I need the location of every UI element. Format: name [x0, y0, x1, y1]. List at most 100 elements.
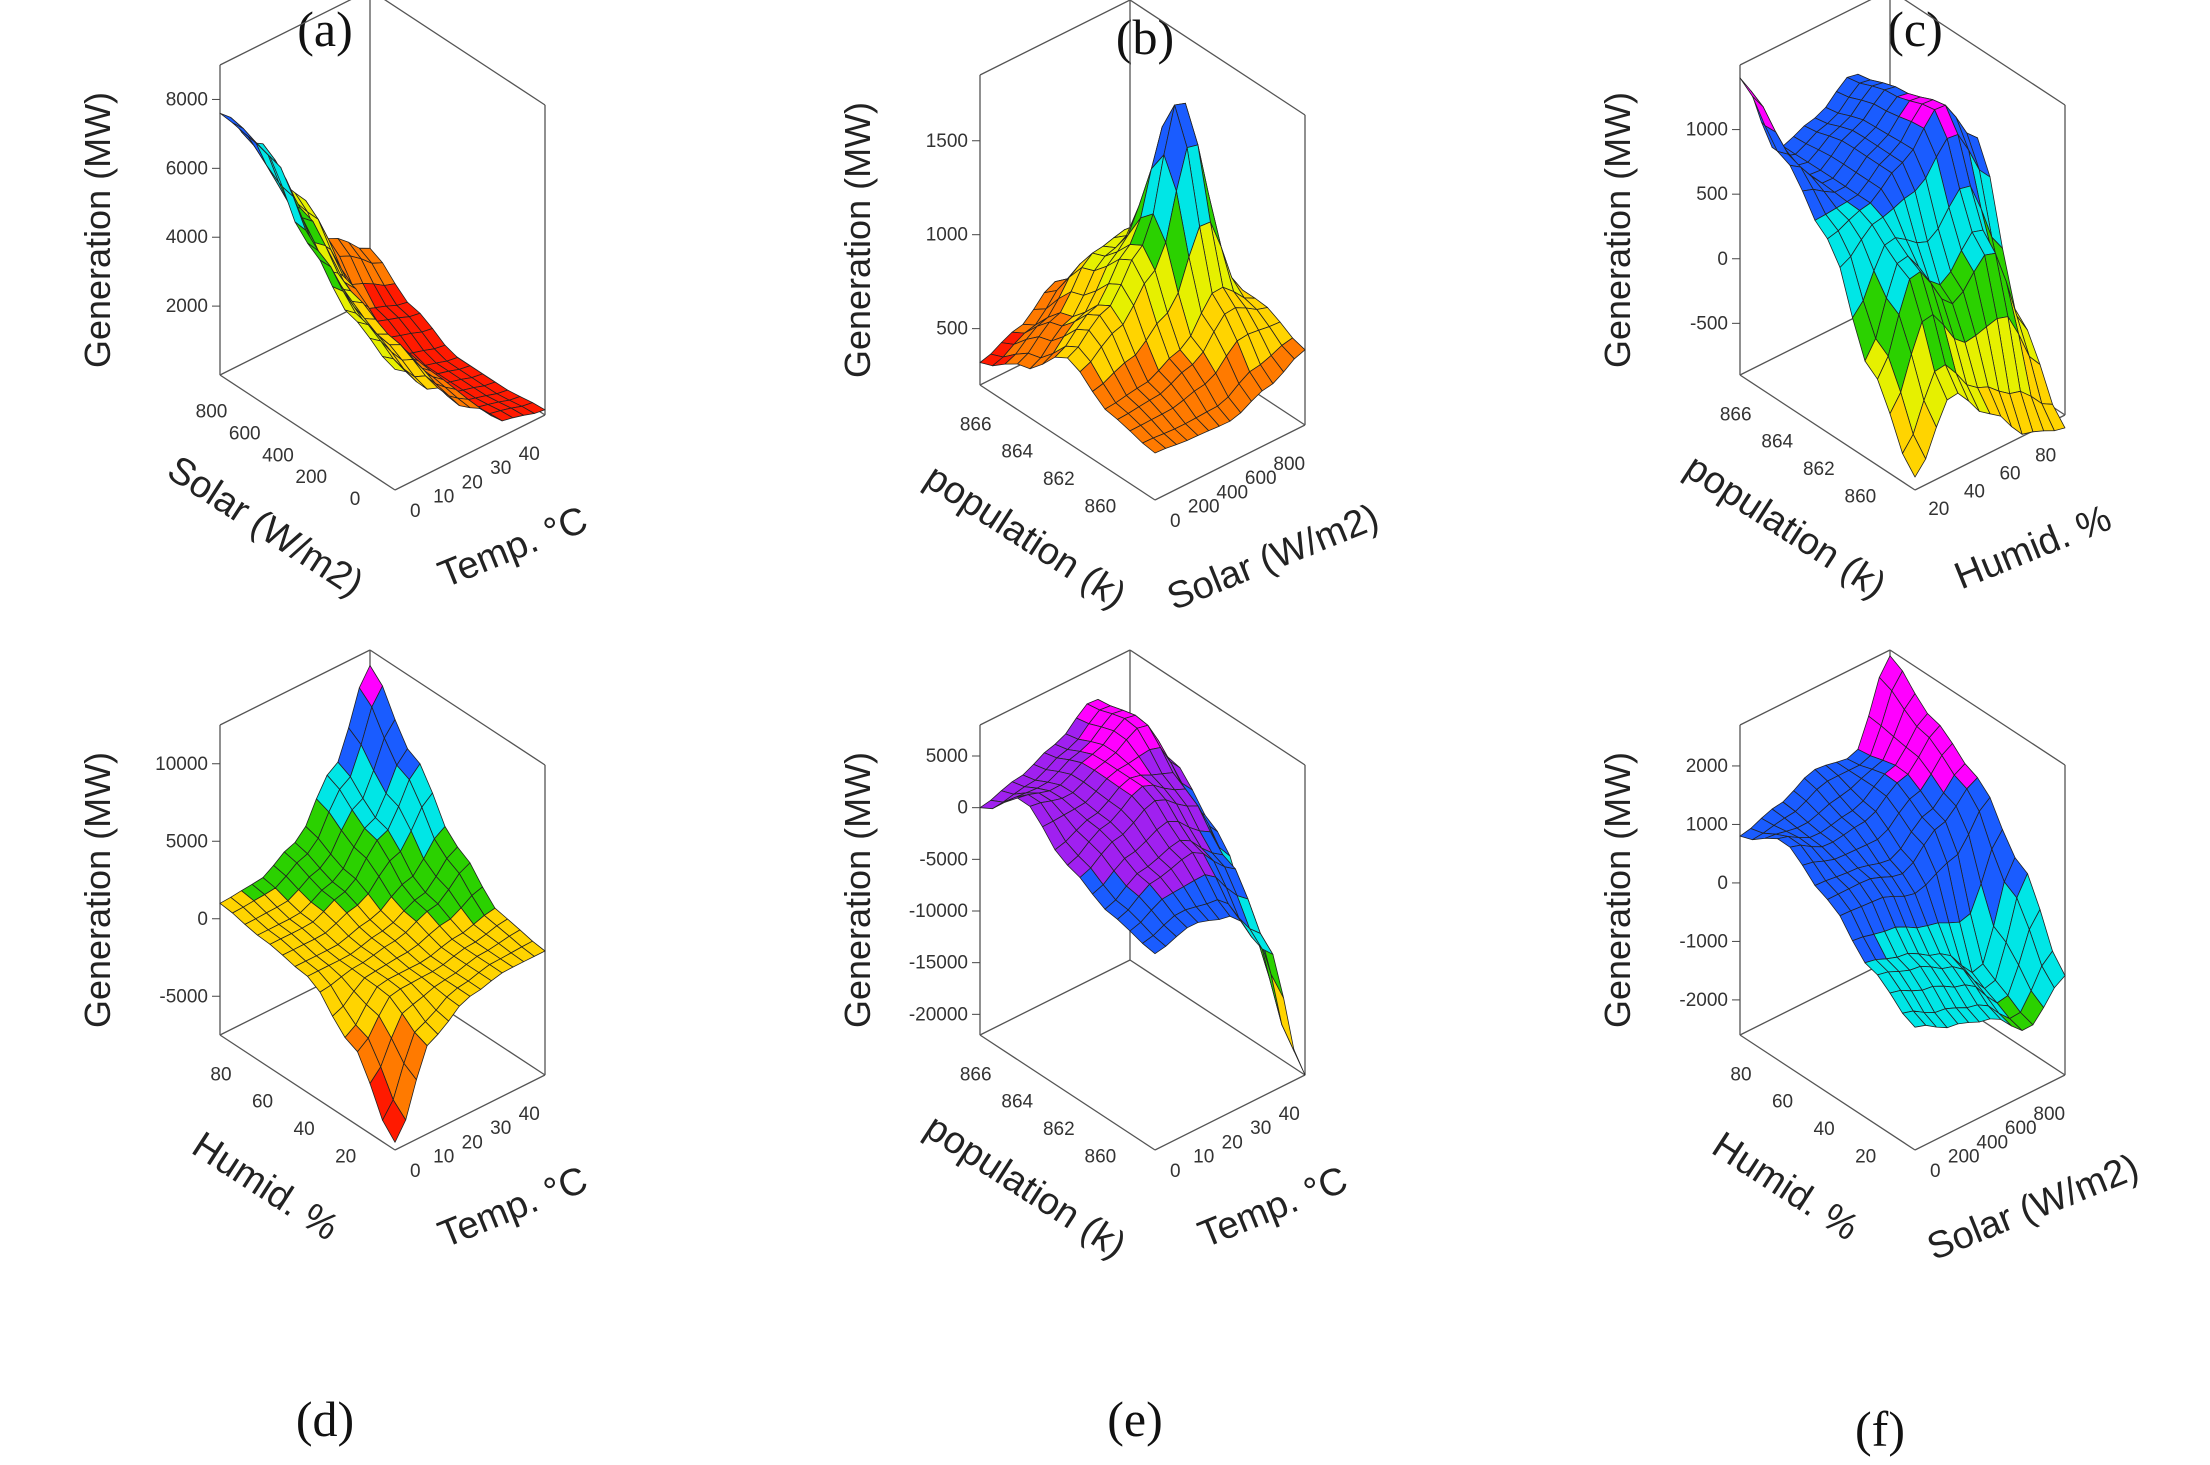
z-tick-label: -5000	[919, 849, 968, 870]
surface-cell	[1902, 1010, 1927, 1028]
floor-edge-y	[1739, 374, 1916, 491]
x-tick-label: 20	[1928, 499, 1949, 520]
y-tick-label: 860	[1845, 486, 1877, 507]
box-top-x	[384, 0, 546, 106]
x-tick-label: 30	[490, 458, 511, 479]
x-tick-label: 800	[1273, 454, 1305, 475]
panel-label-d: (d)	[295, 1391, 355, 1447]
y-axis-title: population (k)	[917, 456, 1133, 617]
x-tick-label: 400	[1216, 482, 1248, 503]
y-tick-label: 0	[350, 489, 361, 510]
x-axis-title: Humid. %	[1949, 497, 2117, 598]
x-tick-label: 600	[2005, 1118, 2037, 1139]
y-axis-title: population (k)	[917, 1106, 1133, 1267]
y-tick-label: 80	[1730, 1064, 1751, 1085]
plot-area: -500 0 500 1000 20 40 60 80 860 862 864 866 Humid. %…	[1597, 0, 2117, 607]
y-tick-label: 862	[1803, 459, 1835, 480]
z-tick-label: 8000	[166, 89, 208, 110]
x-tick-label: 0	[410, 1161, 421, 1182]
z-axis-title: Generation (MW)	[1597, 752, 1638, 1028]
surface-cell	[382, 1099, 407, 1143]
surface-cell	[382, 356, 407, 373]
y-tick-label: 60	[1772, 1092, 1793, 1113]
z-tick-label: 5000	[166, 831, 208, 852]
floor-edge-y	[219, 374, 396, 491]
x-tick-label: 400	[1976, 1132, 2008, 1153]
y-axis-title: Humid. %	[185, 1124, 346, 1249]
x-tick-label: 20	[1222, 1132, 1243, 1153]
x-tick-label: 200	[1948, 1147, 1980, 1168]
x-axis-title: Temp. °C	[432, 1159, 593, 1257]
surface-cell	[1142, 437, 1167, 454]
x-axis-title: Temp. °C	[432, 499, 593, 597]
x-tick-label: 600	[1245, 468, 1277, 489]
x-tick-label: 30	[490, 1118, 511, 1139]
x-tick-label: 40	[1964, 481, 1985, 502]
z-tick-label: -2000	[1679, 990, 1728, 1011]
x-tick-label: 0	[1930, 1161, 1941, 1182]
surface-cell	[1739, 77, 1764, 108]
z-tick-label: 0	[957, 798, 968, 819]
z-tick-label: 1000	[926, 225, 968, 246]
x-tick-label: 10	[1193, 1147, 1214, 1168]
x-axis-title: Temp. °C	[1192, 1159, 1353, 1257]
surface-cell	[1764, 125, 1789, 155]
plot-area: 20004000600080000102030400200400600800Te…	[77, 0, 594, 605]
z-tick-label: 0	[1717, 249, 1728, 270]
floor-edge-x	[1154, 1074, 1306, 1151]
y-tick-label: 20	[1855, 1146, 1876, 1167]
y-tick-label: 864	[1001, 1092, 1033, 1113]
y-tick-label: 40	[1814, 1119, 1835, 1140]
z-tick-label: -15000	[909, 953, 968, 974]
box-top-y	[1739, 0, 1872, 66]
x-tick-label: 40	[1279, 1104, 1300, 1125]
surface-cell	[1270, 973, 1295, 1053]
box-top-x	[1904, 0, 2066, 106]
y-axis-title: Humid. %	[1705, 1124, 1866, 1249]
x-tick-label: 0	[1170, 1161, 1181, 1182]
y-tick-label: 200	[295, 467, 327, 488]
plot-area: -5000 0 5000 10000 0 10 20 30 40 20 40 60 80 Temp. °C…	[77, 649, 594, 1257]
box-top-y	[1739, 649, 1891, 726]
y-tick-label: 864	[1761, 432, 1793, 453]
z-axis-title: Generation (MW)	[77, 92, 118, 368]
z-tick-label: -20000	[909, 1004, 968, 1025]
z-tick-label: 0	[197, 909, 208, 930]
surface-cell	[1902, 433, 1927, 478]
floor-edge-x	[1154, 424, 1306, 501]
y-tick-label: 866	[1720, 404, 1752, 425]
box-top-y	[979, 0, 1131, 76]
y-axis-title: Solar (W/m2)	[160, 448, 371, 605]
z-tick-label: 5000	[926, 746, 968, 767]
surface-cell	[1142, 935, 1167, 955]
box-top-x	[1129, 0, 1306, 116]
box-top-y	[979, 649, 1131, 726]
z-tick-label: -10000	[909, 901, 968, 922]
z-axis-title: Generation (MW)	[1597, 92, 1638, 368]
x-tick-label: 40	[519, 1104, 540, 1125]
box-top-x	[369, 649, 546, 766]
floor-edge-x	[1914, 1074, 2066, 1151]
z-tick-label: 500	[1696, 184, 1728, 205]
y-tick-label: 866	[960, 414, 992, 435]
surface-cell	[219, 112, 244, 129]
plot-area: 500100015000200400600800860862864866Sola…	[837, 0, 1385, 619]
panel-label-f: (f)	[1855, 1401, 1905, 1457]
z-tick-label: 2000	[166, 296, 208, 317]
box-top-y	[219, 0, 352, 66]
z-tick-label: 4000	[166, 227, 208, 248]
box-top-x	[1889, 649, 2066, 766]
y-tick-label: 40	[294, 1119, 315, 1140]
y-tick-label: 862	[1043, 1119, 1075, 1140]
y-tick-label: 860	[1085, 496, 1117, 517]
z-axis-title: Generation (MW)	[837, 752, 878, 1028]
y-tick-label: 864	[1001, 442, 1033, 463]
x-tick-label: 40	[519, 444, 540, 465]
y-tick-label: 60	[252, 1092, 273, 1113]
z-tick-label: 1000	[1686, 120, 1728, 141]
panel-label-b: (b)	[1115, 9, 1175, 65]
box-top-x	[1129, 649, 1306, 766]
z-tick-label: 1500	[926, 131, 968, 152]
